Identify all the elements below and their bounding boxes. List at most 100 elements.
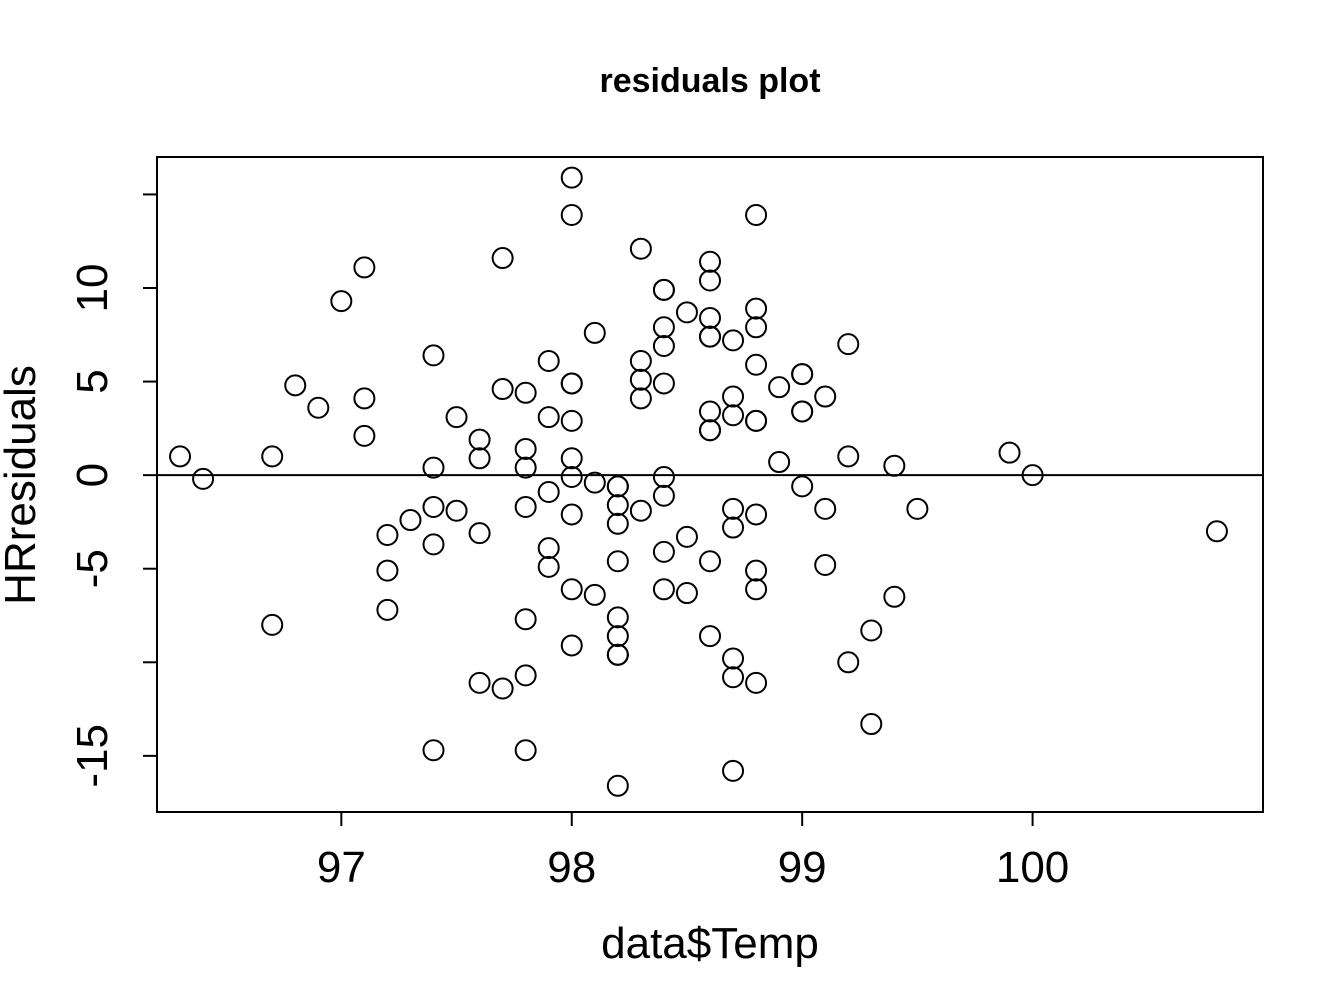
data-point <box>422 495 445 518</box>
data-points <box>169 166 1228 797</box>
data-point <box>353 387 376 410</box>
data-point <box>652 316 675 339</box>
data-point <box>745 503 768 526</box>
data-point <box>560 466 583 489</box>
data-point <box>537 537 560 560</box>
data-point <box>560 447 583 470</box>
data-point <box>514 608 537 631</box>
data-point <box>376 559 399 582</box>
data-point <box>560 204 583 227</box>
data-point <box>699 250 721 273</box>
data-point <box>652 466 675 489</box>
chart-title: residuals plot <box>599 62 820 100</box>
data-point <box>169 445 192 468</box>
data-point <box>606 512 629 535</box>
data-point <box>514 437 537 460</box>
data-point <box>560 503 583 526</box>
data-point <box>906 497 929 520</box>
data-point <box>883 454 906 477</box>
data-point <box>837 651 860 674</box>
data-point <box>583 471 606 494</box>
data-point <box>261 613 284 636</box>
data-point <box>699 400 721 423</box>
data-point <box>722 385 745 408</box>
data-point <box>1021 464 1044 487</box>
data-point <box>629 499 652 522</box>
y-axis-label: HRresiduals <box>0 365 45 605</box>
data-point <box>745 316 768 339</box>
data-point <box>699 550 721 573</box>
data-point <box>745 578 768 601</box>
data-point <box>583 321 606 344</box>
data-point <box>560 634 583 657</box>
plot-frame <box>156 156 1264 813</box>
data-point <box>468 522 491 545</box>
data-point <box>353 256 376 279</box>
data-point <box>399 509 422 532</box>
data-point <box>652 540 675 563</box>
data-point <box>722 516 745 539</box>
data-point <box>514 739 537 762</box>
data-point <box>353 424 376 447</box>
data-point <box>583 583 606 606</box>
data-point <box>560 372 583 395</box>
data-point <box>675 525 698 548</box>
data-point <box>652 484 675 507</box>
y-tick-label: 5 <box>68 369 117 393</box>
data-point <box>422 739 445 762</box>
data-point <box>652 335 675 358</box>
x-axis-label: data$Temp <box>601 919 819 968</box>
data-point <box>791 363 814 386</box>
y-tick-label: -5 <box>68 549 117 588</box>
x-tick-label: 99 <box>778 843 827 892</box>
data-point <box>768 376 791 399</box>
data-point <box>491 378 514 401</box>
data-point <box>699 306 721 329</box>
data-point <box>468 447 491 470</box>
data-point <box>261 445 284 468</box>
data-point <box>814 497 837 520</box>
data-point <box>722 647 745 670</box>
data-point <box>745 204 768 227</box>
data-point <box>837 445 860 468</box>
data-point <box>514 664 537 687</box>
x-tick-label: 98 <box>547 843 596 892</box>
data-point <box>445 499 468 522</box>
data-point <box>468 671 491 694</box>
data-point <box>699 625 721 648</box>
y-axis: -15 -5 0 5 10 <box>68 193 157 788</box>
data-point <box>514 381 537 404</box>
data-point <box>606 625 629 648</box>
data-point <box>514 495 537 518</box>
data-point <box>722 329 745 352</box>
data-point <box>560 578 583 601</box>
data-point <box>491 247 514 270</box>
data-point <box>998 441 1021 464</box>
data-point <box>606 475 629 498</box>
data-point <box>422 456 445 479</box>
data-point <box>514 456 537 479</box>
data-point <box>422 344 445 367</box>
data-point <box>722 759 745 782</box>
data-point <box>791 400 814 423</box>
data-point <box>745 353 768 376</box>
data-point <box>652 278 675 301</box>
data-point <box>722 666 745 689</box>
data-point <box>1205 520 1228 543</box>
x-tick-label: 100 <box>996 843 1069 892</box>
data-point <box>652 578 675 601</box>
data-point <box>883 585 906 608</box>
data-point <box>376 524 399 547</box>
data-point <box>560 409 583 432</box>
data-point <box>629 368 652 391</box>
data-point <box>629 237 652 260</box>
data-point <box>675 301 698 324</box>
data-point <box>745 409 768 432</box>
data-point <box>537 349 560 372</box>
data-point <box>491 677 514 700</box>
y-tick-label: -15 <box>68 724 117 788</box>
data-point <box>791 475 814 498</box>
data-point <box>699 325 721 348</box>
data-point <box>330 290 353 313</box>
